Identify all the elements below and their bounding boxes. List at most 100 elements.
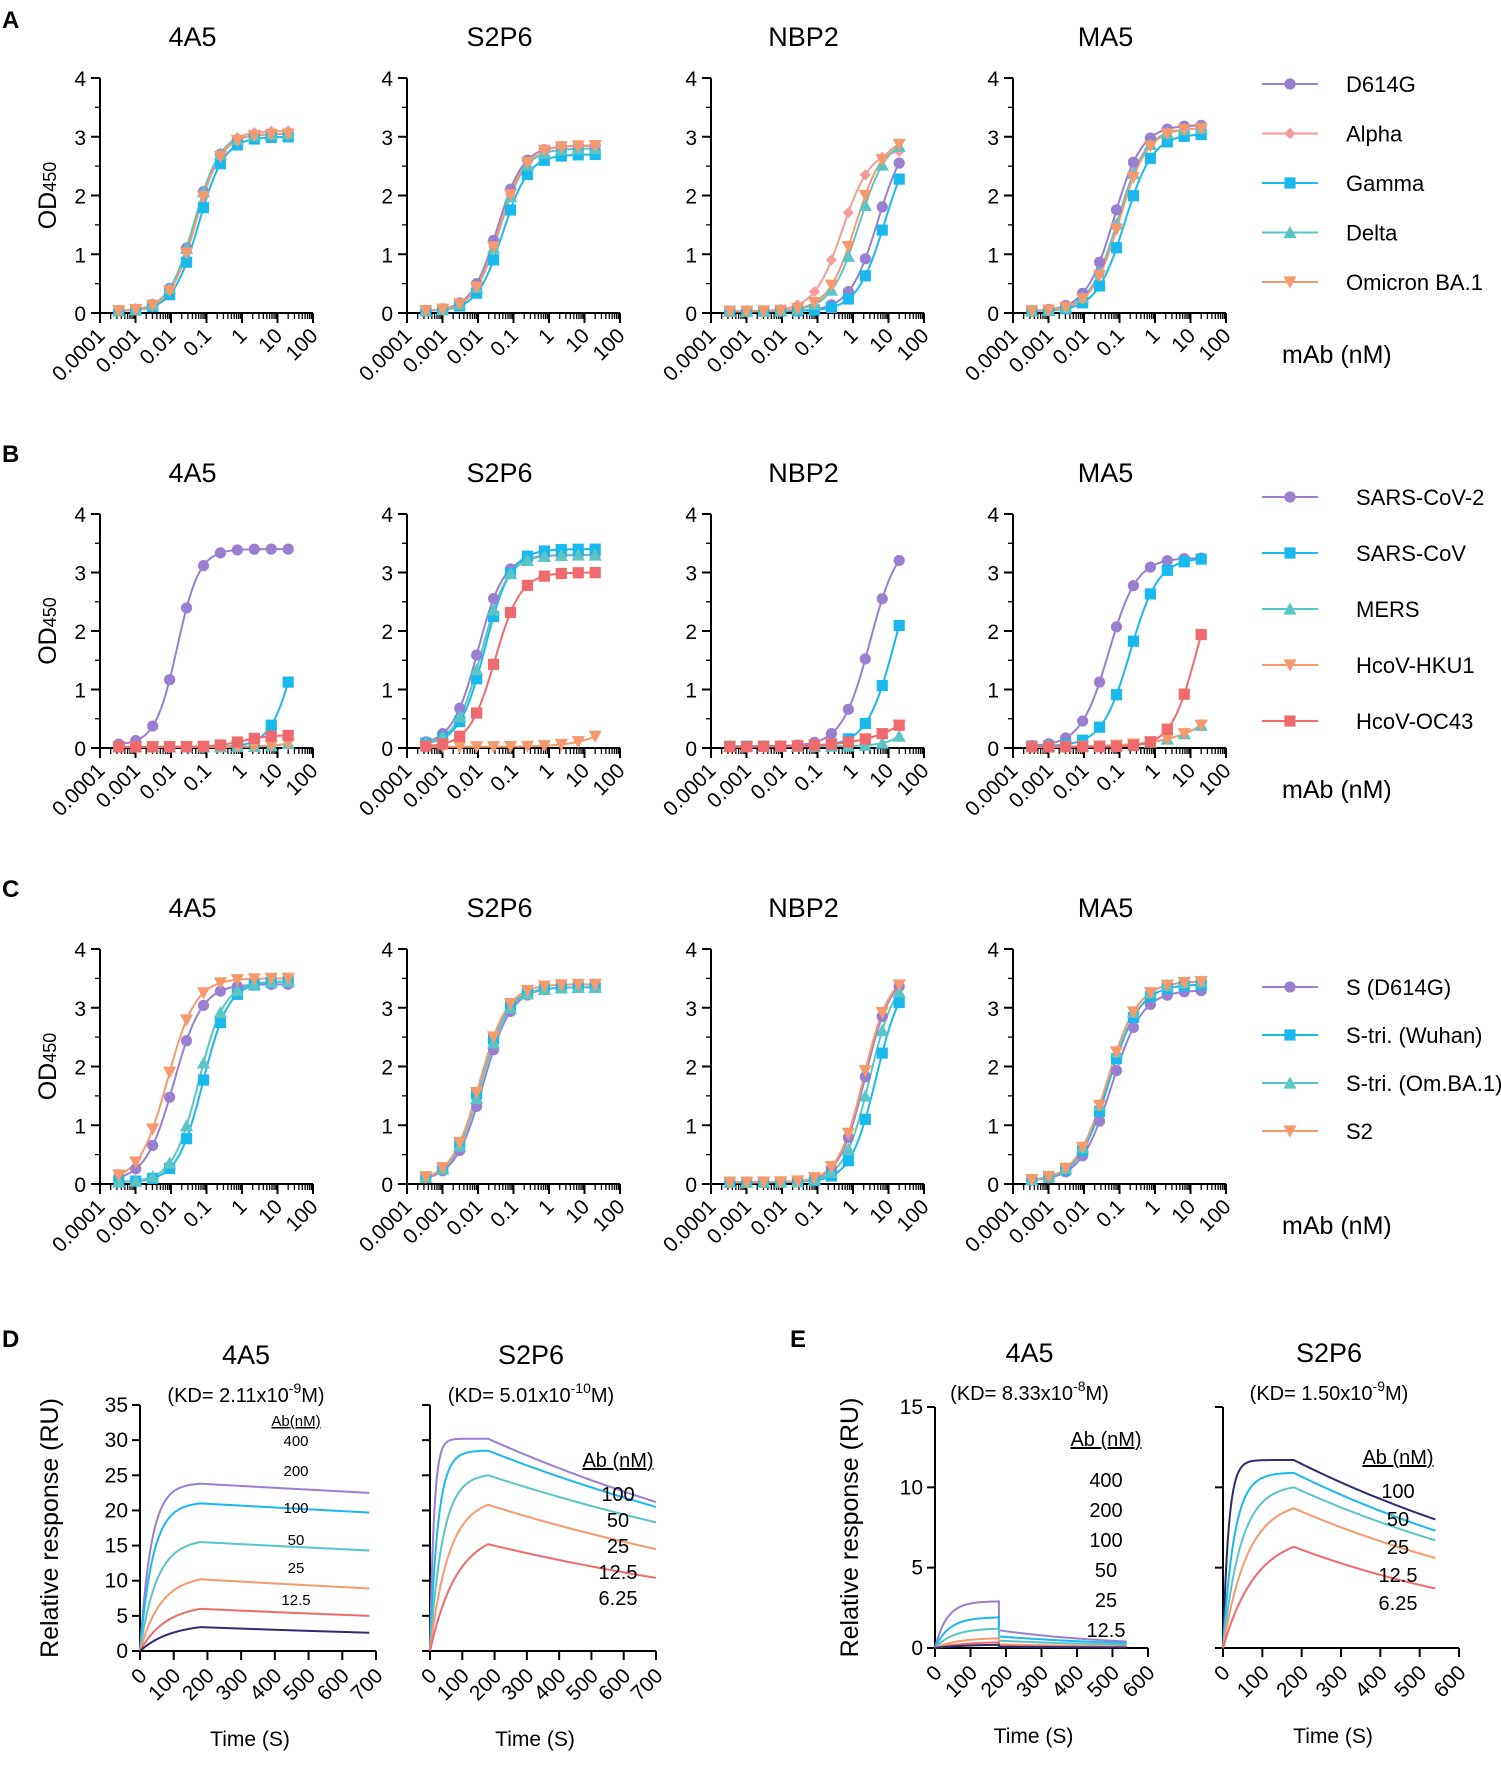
point-S2 xyxy=(146,1123,160,1136)
x-tick-label: 500 xyxy=(1390,1661,1431,1702)
point-HcoV-OC43 xyxy=(248,732,260,744)
point-Omicron BA.1 xyxy=(470,281,484,294)
y-tick-label: 5 xyxy=(911,1557,923,1580)
point-SARS-CoV-2 xyxy=(282,543,294,555)
y-tick-label: 3 xyxy=(987,563,999,586)
point-S (D614G) xyxy=(197,999,210,1011)
point-HcoV-OC43 xyxy=(197,740,210,752)
y-tick-label: 10 xyxy=(105,1570,128,1593)
point-S2 xyxy=(588,978,602,991)
point-HcoV-OC43 xyxy=(214,739,227,751)
point-HcoV-OC43 xyxy=(572,567,584,579)
y-tick-label: 0 xyxy=(685,303,697,326)
curve-SARS-CoV-2 xyxy=(117,548,289,746)
point-S2 xyxy=(841,1127,855,1140)
x-tick-label: 10 xyxy=(1167,1195,1200,1228)
kd-exponent: -9 xyxy=(1373,1378,1386,1394)
y-tick-label: 0 xyxy=(911,1637,923,1660)
panel-letter-D: D xyxy=(2,1326,19,1353)
point-HcoV-OC43 xyxy=(724,741,736,753)
x-tick-label: 0.1 xyxy=(1092,759,1129,796)
point-SARS-CoV-2 xyxy=(164,674,176,686)
point-S2 xyxy=(892,979,906,992)
point-Omicron BA.1 xyxy=(807,296,822,310)
conc-header: Ab (nM) xyxy=(1362,1447,1433,1469)
x-tick-label: 10 xyxy=(1167,324,1200,357)
y-tick-label: 35 xyxy=(105,1394,128,1417)
x-tick-label: 100 xyxy=(588,1195,629,1236)
chart-title: 4A5 xyxy=(168,893,216,923)
y-tick-label: 4 xyxy=(381,68,393,91)
y-tick-label: 2 xyxy=(381,621,393,644)
x-tick-label: 0.1 xyxy=(790,1195,827,1232)
point-S2 xyxy=(1177,977,1191,990)
x-tick-label: 0.1 xyxy=(790,759,827,796)
y-tick-label: 0 xyxy=(74,303,86,326)
point-S2 xyxy=(807,1172,822,1185)
legend-label: Gamma xyxy=(1346,171,1425,196)
point-Omicron BA.1 xyxy=(757,305,771,318)
point-SARS-CoV xyxy=(1093,721,1106,733)
point-HcoV-OC43 xyxy=(893,719,905,731)
x-tick-label: 100 xyxy=(941,1661,982,1702)
sensorgram-200 xyxy=(934,1616,1127,1649)
point-Omicron BA.1 xyxy=(196,191,211,204)
point-S2 xyxy=(723,1176,737,1189)
point-HcoV-OC43 xyxy=(147,741,159,753)
curve-Alpha xyxy=(117,130,289,312)
point-S-tri. (Om.BA.1) xyxy=(230,984,244,997)
point-S2 xyxy=(486,1031,501,1044)
x-tick-label: 0.01 xyxy=(135,1195,180,1240)
curve-D614G xyxy=(424,144,596,312)
x-tick-label: 600 xyxy=(313,1664,354,1705)
point-MERS xyxy=(520,553,535,566)
x-tick-label: 1 xyxy=(227,759,252,784)
curve-D614G xyxy=(117,132,289,312)
point-HcoV-OC43 xyxy=(808,739,821,751)
point-S2 xyxy=(740,1176,754,1189)
point-S2 xyxy=(196,987,211,1000)
panel-letter-C: C xyxy=(2,876,19,903)
point-Omicron BA.1 xyxy=(1143,140,1157,153)
point-Alpha xyxy=(842,206,854,219)
point-SARS-CoV xyxy=(1144,588,1156,600)
x-tick-label: 100 xyxy=(281,324,322,365)
curve-Delta xyxy=(424,147,596,312)
point-S (D614G) xyxy=(1127,1021,1140,1034)
chart-title: S2P6 xyxy=(498,1340,564,1370)
y-axis-label: Relative response (RU) xyxy=(36,1398,64,1658)
y-tick-label: 25 xyxy=(105,1464,128,1487)
point-S (D614G) xyxy=(1110,1065,1123,1077)
point-Omicron BA.1 xyxy=(230,134,244,148)
point-Omicron BA.1 xyxy=(486,241,501,254)
point-SARS-CoV-2 xyxy=(842,703,854,715)
x-tick-label: 0.01 xyxy=(746,324,791,369)
conc-label: 6.25 xyxy=(599,1588,638,1610)
x-tick-label: 10 xyxy=(1167,759,1200,792)
chart-title: S2P6 xyxy=(466,458,532,488)
point-S2 xyxy=(419,1171,433,1184)
x-tick-label: 100 xyxy=(1233,1661,1274,1702)
y-tick-label: 1 xyxy=(74,680,86,703)
chart-title: 4A5 xyxy=(222,1340,270,1370)
point-S2 xyxy=(129,1156,143,1169)
point-SARS-CoV xyxy=(859,717,871,730)
y-tick-label: 3 xyxy=(74,563,86,586)
x-tick-label: 100 xyxy=(281,759,322,800)
y-tick-label: 2 xyxy=(381,186,393,209)
x-tick-label: 0.1 xyxy=(179,759,216,796)
x-tick-label: 10 xyxy=(254,324,287,357)
point-HcoV-OC43 xyxy=(130,741,142,753)
point-Gamma xyxy=(214,158,227,170)
x-tick-label: 100 xyxy=(281,1195,322,1236)
x-tick-label: 10 xyxy=(561,759,594,792)
point-SARS-CoV-2 xyxy=(893,554,905,567)
conc-label: 100 xyxy=(1089,1530,1122,1552)
point-S2 xyxy=(213,977,228,990)
y-tick-label: 3 xyxy=(685,563,697,586)
kd-unit: M) xyxy=(1385,1383,1408,1405)
point-HcoV-OC43 xyxy=(113,741,125,753)
point-SARS-CoV-2 xyxy=(248,543,260,555)
x-tick-label: 10 xyxy=(254,759,287,792)
x-tick-label: 1 xyxy=(838,324,863,349)
